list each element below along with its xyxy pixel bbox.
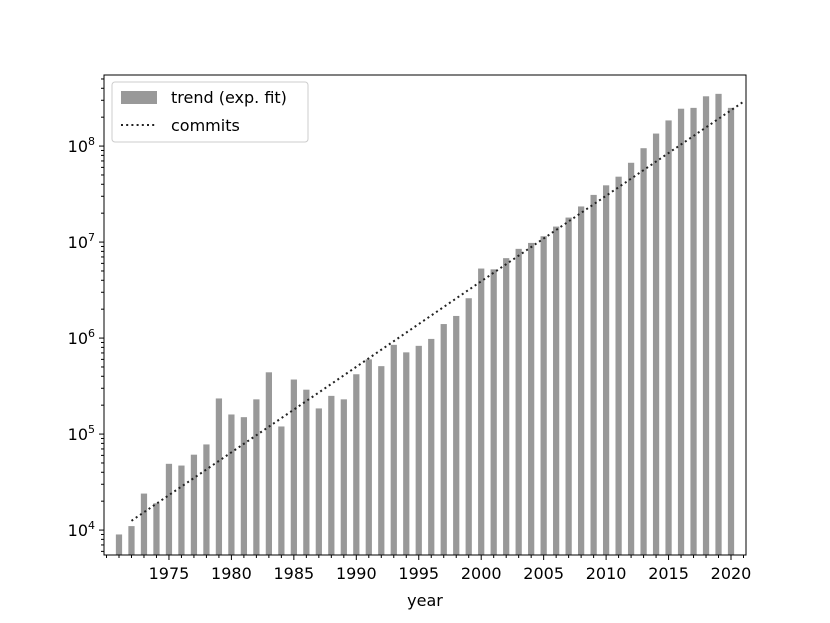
bar-1971 <box>115 534 123 555</box>
y-axis-ticks: 104 105 106 107 108 <box>68 78 104 552</box>
bar-2001 <box>490 269 497 555</box>
bar-2020 <box>727 107 735 556</box>
axes-frame <box>103 74 747 556</box>
bar-2010 <box>602 185 610 555</box>
bar-2016 <box>677 108 685 555</box>
bar-1992 <box>378 366 385 555</box>
commits-line <box>130 100 745 522</box>
y-tick-label: 107 <box>68 231 95 252</box>
y-tick-label: 105 <box>68 423 95 444</box>
legend-label-trend: trend (exp. fit) <box>171 88 287 107</box>
bar-1993 <box>390 344 397 555</box>
bar-2019 <box>715 93 722 555</box>
bar-1988 <box>328 395 335 555</box>
bar-2018 <box>702 96 710 555</box>
bar-2015 <box>665 120 672 555</box>
bar-2005 <box>540 236 547 556</box>
bar-1995 <box>415 345 422 555</box>
bar-1974 <box>153 503 160 555</box>
x-tick-label: 1995 <box>398 564 439 583</box>
bar-1984 <box>278 426 285 555</box>
x-tick-label: 2000 <box>461 564 502 583</box>
bar-1987 <box>315 408 322 555</box>
x-tick-label: 2005 <box>523 564 564 583</box>
bar-1996 <box>428 338 435 555</box>
bar-2007 <box>565 217 572 555</box>
x-axis-ticks: 1975 1980 1985 1990 1995 2000 2005 2010 2015 2020 <box>105 555 752 583</box>
y-tick-label: 104 <box>68 519 95 540</box>
bar-1972 <box>128 526 135 555</box>
bar-1982 <box>253 399 260 555</box>
bar-1973 <box>140 493 148 555</box>
bar-1981 <box>240 417 248 555</box>
bar-1980 <box>228 414 235 555</box>
bar-2011 <box>615 176 622 555</box>
bar-2013 <box>640 148 647 555</box>
bar-2003 <box>515 248 522 556</box>
x-tick-label: 2015 <box>648 564 689 583</box>
y-tick-label: 108 <box>68 135 95 156</box>
bar-1978 <box>203 444 210 555</box>
legend: trend (exp. fit) commits <box>111 81 309 143</box>
bar-2012 <box>627 162 635 555</box>
bar-1990 <box>353 374 360 555</box>
bar-1991 <box>365 359 372 555</box>
legend-label-commits: commits <box>171 116 240 135</box>
bar-1989 <box>340 399 347 555</box>
x-tick-label: 1990 <box>336 564 377 583</box>
bars-layer <box>115 93 735 556</box>
bar-2002 <box>503 258 510 555</box>
bar-1975 <box>165 463 173 555</box>
bar-1986 <box>303 389 310 555</box>
bar-2014 <box>652 133 660 555</box>
x-tick-label: 1980 <box>211 564 252 583</box>
x-tick-label: 1985 <box>273 564 314 583</box>
bar-2006 <box>553 226 560 555</box>
legend-swatch-bar <box>121 91 157 104</box>
y-tick-label: 106 <box>68 327 95 348</box>
x-axis-label: year <box>407 591 443 610</box>
bar-1979 <box>215 398 223 555</box>
x-tick-label: 2020 <box>711 564 752 583</box>
bar-2009 <box>590 194 597 555</box>
bar-1976 <box>178 465 185 555</box>
x-tick-label: 1975 <box>149 564 190 583</box>
bar-2008 <box>578 206 585 555</box>
legend-box <box>111 81 309 143</box>
bar-1985 <box>290 379 297 555</box>
bar-1994 <box>403 352 410 555</box>
bar-1997 <box>440 324 447 555</box>
bar-2017 <box>690 107 697 556</box>
bar-2004 <box>528 242 535 555</box>
bar-1977 <box>190 454 198 555</box>
bar-1998 <box>453 315 460 555</box>
bar-1983 <box>265 372 272 555</box>
bar-2000 <box>478 268 485 555</box>
bar-1999 <box>465 298 472 555</box>
trend-line-layer <box>130 100 745 522</box>
x-tick-label: 2010 <box>586 564 627 583</box>
